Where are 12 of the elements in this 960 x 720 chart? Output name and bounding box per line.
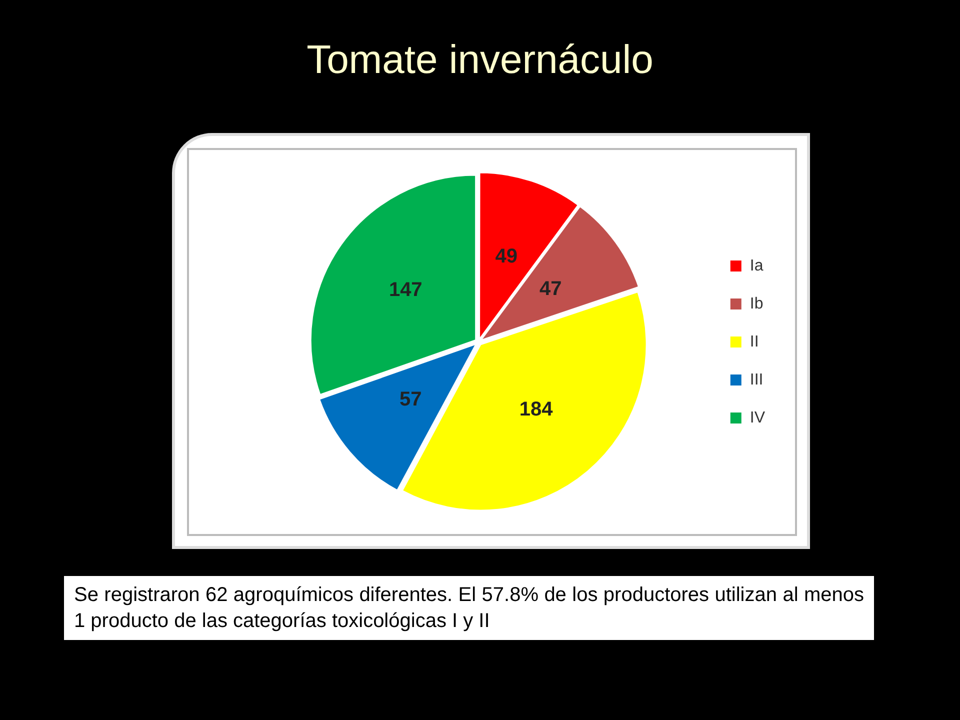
legend-label: Ia bbox=[750, 257, 764, 274]
data-label: 57 bbox=[399, 388, 422, 411]
legend-label: Ib bbox=[750, 295, 764, 312]
chart-title: Tomate invernáculo bbox=[306, 38, 654, 83]
legend-label: IV bbox=[750, 409, 766, 426]
data-label: 147 bbox=[388, 278, 422, 301]
data-label: 47 bbox=[539, 278, 562, 300]
legend-label: II bbox=[750, 333, 759, 350]
legend-label: III bbox=[750, 371, 764, 388]
data-label: 184 bbox=[519, 398, 554, 421]
data-label: 49 bbox=[495, 246, 518, 268]
text: Se registraron 62 agroquímicos diferentes. El 57.8% de los productores utilizan al menos 1 producto de las categorías toxicológicas I y II bbox=[64, 576, 874, 640]
